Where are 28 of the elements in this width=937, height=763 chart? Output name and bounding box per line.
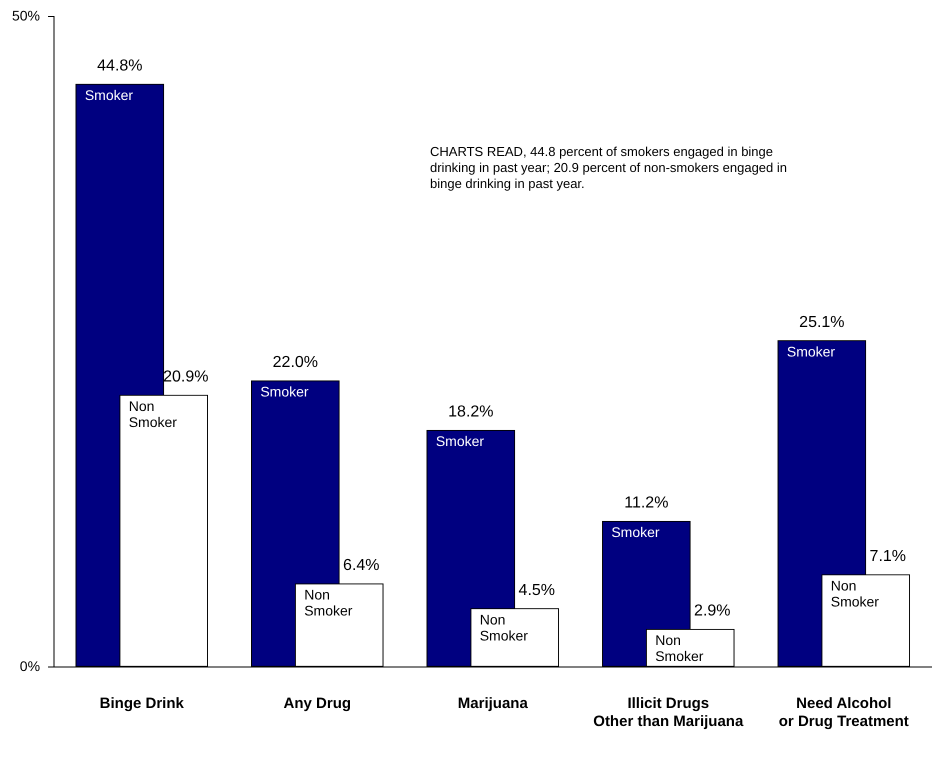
x-tick-label: Need Alcohol or Drug Treatment: [778, 695, 909, 730]
data-label: 44.8%: [97, 57, 143, 74]
series-label: Smoker: [84, 86, 134, 103]
data-label: 2.9%: [694, 602, 731, 620]
text: Non Smoker: [304, 586, 352, 619]
series-label: Non Smoker: [655, 632, 704, 664]
x-tick-label: Illicit Drugs Other than Marijuana: [593, 695, 744, 730]
y-tick-label: 0%: [20, 658, 40, 674]
text: Smoker: [436, 433, 484, 450]
data-label: 6.4%: [343, 557, 380, 574]
text: Smoker: [611, 524, 660, 540]
data-label: 11.2%: [624, 494, 668, 512]
annotation: CHARTS READ, 44.8 percent of smokers engaged in binge drinking in past year; 20.9 percent of non-smokers engaged in binge drinking in past year.: [430, 144, 787, 192]
text: Non Smoker: [128, 398, 177, 430]
data-label: 4.5%: [518, 582, 556, 599]
data-label: 18.2%: [448, 404, 494, 421]
data-label: 25.1%: [799, 314, 845, 331]
x-tick-label: Binge Drink: [100, 695, 185, 712]
text: Smoker: [786, 343, 836, 360]
text: Non Smoker: [830, 577, 879, 610]
text: Non Smoker: [480, 611, 528, 644]
data-label: 7.1%: [870, 548, 906, 566]
x-tick-label: Marijuana: [458, 695, 528, 712]
data-label: 20.9%: [163, 368, 208, 386]
x-tick-label: Any Drug: [284, 695, 352, 712]
y-tick-label: 50%: [12, 7, 40, 24]
text: Smoker: [260, 384, 309, 400]
data-label: 22.0%: [272, 354, 318, 372]
